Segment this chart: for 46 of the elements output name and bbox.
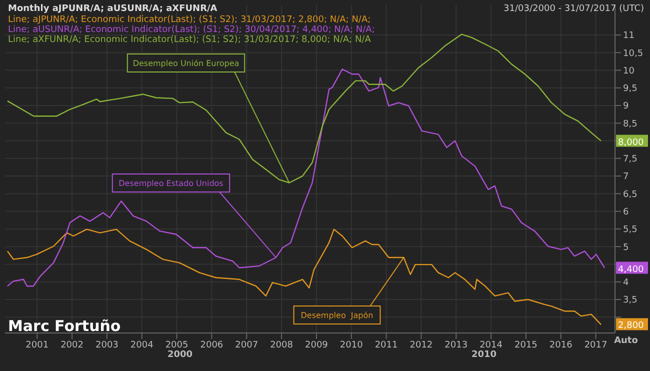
x-tick-label: 2012 — [410, 340, 433, 350]
annotation: 2,800 — [618, 321, 644, 332]
x-tick-label: 2005 — [165, 340, 188, 350]
y-tick-label: 10,5 — [623, 48, 644, 59]
x-tick-label: 2006 — [200, 340, 224, 350]
x-tick-label: 2008 — [270, 340, 294, 350]
y-tick-label: 5,5 — [623, 225, 638, 236]
x-tick-label: 2016 — [549, 340, 573, 350]
y-tick-label: 6 — [623, 208, 629, 218]
y-tick-label: 11 — [623, 31, 634, 42]
annotation: 8,000 — [618, 138, 644, 148]
x-tick-label: 2007 — [235, 340, 258, 350]
text: Auto — [614, 336, 638, 346]
x-tick-label: 2015 — [514, 340, 538, 350]
chart-title: Monthly aJPUNR/A; aUSUNR/A; aXFUNR/A — [8, 4, 218, 14]
annotation: Line; aUSUNR/A; Economic Indicator(Last); (S1; S2); 30/04/2017; 4,400; N/A; N/A; — [8, 25, 375, 35]
y-tick-label: 9 — [623, 102, 629, 112]
annotation: Line; aXFUNR/A; Economic Indicator(Last); (S1; S2); 31/03/2017; 8,000; N/A; N/A — [8, 35, 372, 45]
x-tick-label: 2009 — [305, 340, 328, 350]
y-tick-label: 7 — [623, 172, 629, 182]
text: 2000 — [167, 350, 193, 360]
text: Desempleo Unión Europea — [132, 59, 240, 68]
y-tick-label: 5 — [623, 242, 629, 253]
x-tick-label: 2001 — [26, 340, 49, 350]
x-tick-label: 2011 — [374, 340, 398, 350]
y-tick-label: 8,5 — [623, 119, 638, 130]
text: 2010 — [471, 350, 497, 360]
x-tick-label: 2010 — [340, 340, 364, 350]
x-tick-label: 2003 — [96, 340, 118, 350]
x-tick-label: 2002 — [60, 340, 84, 350]
annotation: Line; aJPUNR/A; Economic Indicator(Last); (S1; S2); 31/03/2017; 2,800; N/A; N/A; — [8, 15, 371, 25]
x-tick-label: 2014 — [480, 340, 503, 350]
x-tick-label: 2004 — [130, 340, 154, 350]
x-tick-label: 2017 — [584, 340, 608, 350]
series-label: Desempleo Estado Unidos — [118, 179, 224, 188]
y-tick-label: 7,5 — [623, 154, 638, 165]
x-tick-label: 2013 — [444, 340, 468, 350]
y-tick-label: 4 — [623, 278, 629, 288]
y-tick-label: 3,5 — [623, 296, 638, 306]
text: Desempleo Japón — [300, 311, 374, 320]
y-tick-label: 9,5 — [623, 84, 638, 94]
y-tick-label: 6,5 — [623, 190, 638, 200]
chart-subtitle: 31/03/2000 - 31/07/2017 (UTC) — [504, 4, 644, 14]
annotation: 4,400 — [618, 264, 644, 275]
annotation: Marc Fortuño — [8, 317, 121, 335]
y-tick-label: 10 — [623, 66, 635, 76]
